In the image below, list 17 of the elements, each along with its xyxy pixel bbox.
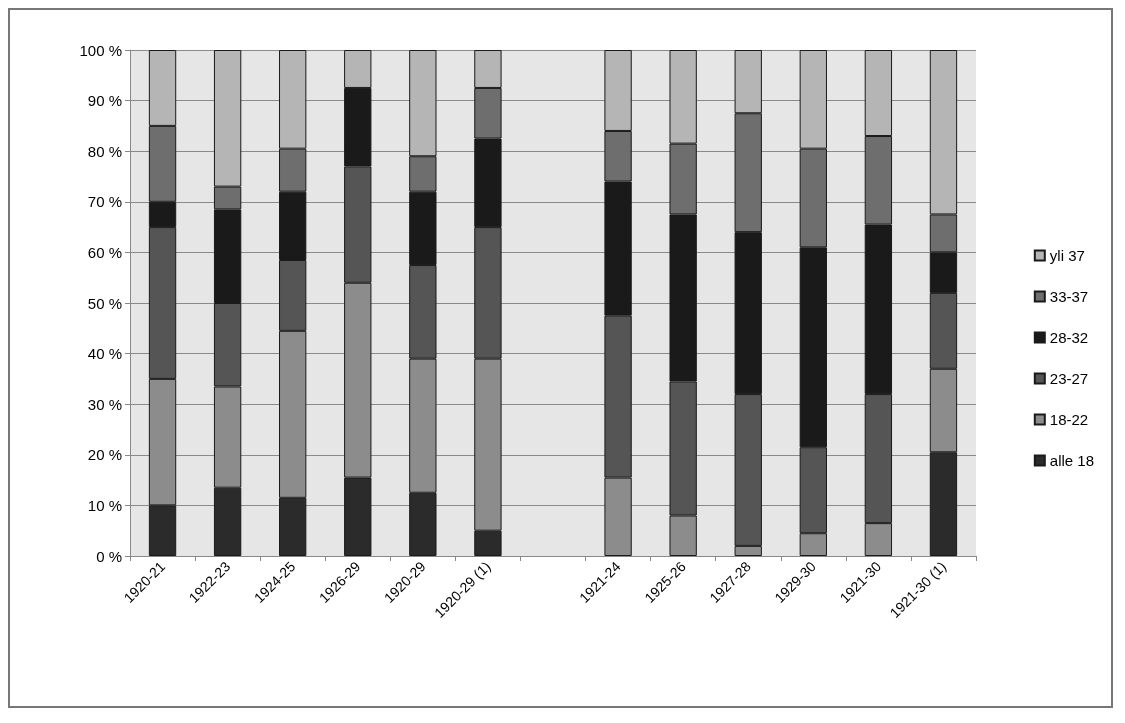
y-tick-label: 90 % [87, 92, 122, 110]
legend-label: 33-37 [1049, 288, 1089, 305]
legend-label: 23-27 [1049, 370, 1089, 387]
y-tick-label: 100 % [79, 41, 122, 59]
y-tick-label: 10 % [87, 496, 122, 514]
y-tick-label: 50 % [87, 294, 122, 312]
y-tick-label: 60 % [87, 243, 122, 261]
y-tick-label: 0 % [96, 547, 122, 565]
y-tick-label: 30 % [87, 395, 122, 413]
legend-label: yli 37 [1049, 247, 1085, 264]
y-tick-label: 40 % [87, 345, 122, 363]
legend-label: alle 18 [1049, 452, 1094, 469]
legend-label: 28-32 [1049, 329, 1089, 346]
y-tick-label: 70 % [87, 193, 122, 211]
legend-label: 18-22 [1049, 411, 1089, 428]
y-tick-label: 20 % [87, 446, 122, 464]
y-tick-label: 80 % [87, 142, 122, 160]
